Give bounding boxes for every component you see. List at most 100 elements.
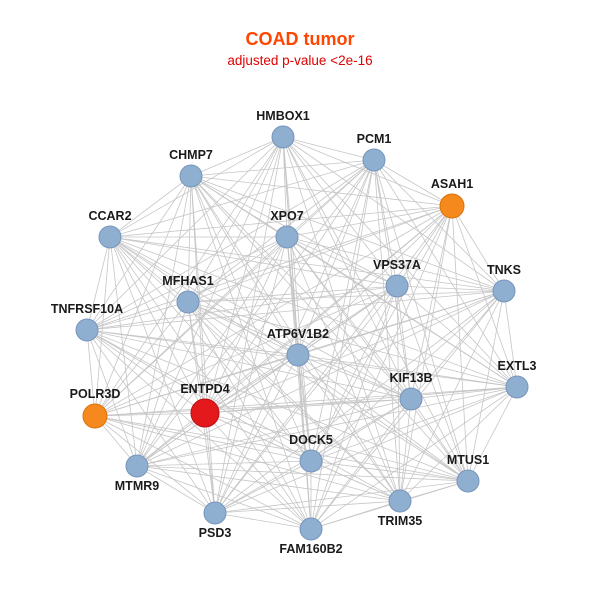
network-edge [204,354,299,414]
network-edge [286,236,518,388]
network-edge [86,329,299,356]
network-edge [373,159,401,502]
network-edge [109,236,312,530]
network-edge [86,329,401,502]
network-edge [204,412,469,482]
node-label: HMBOX1 [256,109,310,123]
network-edge [204,412,216,514]
node-label: MTMR9 [115,479,159,493]
network-node-trim35[interactable] [388,489,412,513]
network-edge [94,415,312,530]
network-edge [187,205,453,303]
network-edge [86,236,111,331]
network-edge [297,354,312,530]
network-edge [310,159,375,462]
network-node-psd3[interactable] [203,501,227,525]
labels-layer: HMBOX1 PCM1 ASAH1 CHMP7 XPO7 CCAR2 VPS37A TNKS M… [51,109,537,556]
network-edge [286,205,453,238]
network-edge [109,205,453,238]
network-edge [310,205,453,462]
network-edge [187,285,398,303]
network-node-chmp7[interactable] [179,164,203,188]
network-node-extl3[interactable] [505,375,529,399]
network-edge [94,398,412,417]
network-edge [214,236,288,514]
network-edge [467,290,505,482]
network-edge [297,354,401,502]
network-edge [86,329,96,417]
network-node-polr3d[interactable] [82,403,108,429]
network-edge [396,285,412,400]
network-edge [503,290,518,388]
network-edge [214,354,299,514]
network-edge [190,136,284,177]
network-edge [136,175,192,467]
node-label: TNKS [487,263,521,277]
network-edge [310,500,401,530]
node-label: DOCK5 [289,433,333,447]
network-edge [297,354,412,400]
network-edge [109,236,401,502]
network-node-tnfrsf10a[interactable] [75,318,99,342]
network-node-ccar2[interactable] [98,225,122,249]
network-edge [310,386,518,530]
network-edge [109,236,412,400]
network-edge [109,236,189,303]
network-node-hmbox1[interactable] [271,125,295,149]
network-node-mfhas1[interactable] [176,290,200,314]
network-edge [109,236,518,388]
node-label: VPS37A [373,258,421,272]
network-edge [310,460,401,502]
network-node-pcm1[interactable] [362,148,386,172]
network-node-tnks[interactable] [492,279,516,303]
network-node-asah1[interactable] [439,193,465,219]
network-edge [310,398,412,462]
network-edge [136,386,518,467]
network-edge [451,205,518,388]
network-edge [86,329,312,462]
network-edge [396,285,505,292]
network-edge [187,290,505,303]
node-label: MTUS1 [447,453,489,467]
network-edge [86,329,312,530]
network-edge [86,329,206,414]
network-node-fam160b2[interactable] [299,517,323,541]
network-edge [396,285,518,388]
network-edge [190,175,505,292]
network-edge [109,236,299,356]
node-label: ASAH1 [431,177,473,191]
network-node-mtmr9[interactable] [125,454,149,478]
network-edge [190,175,312,530]
network-node-vps37a[interactable] [385,274,409,298]
network-edge [282,136,312,462]
network-edge [94,175,192,417]
network-edge [214,460,312,514]
network-node-atp6v1b2[interactable] [286,343,310,367]
node-label: MFHAS1 [162,274,213,288]
network-node-mtus1[interactable] [456,469,480,493]
network-edge [86,290,505,331]
network-edge [187,301,299,356]
network-edge [94,415,469,482]
network-edge [136,465,216,514]
network-edge [190,175,469,482]
node-label: FAM160B2 [279,542,342,556]
network-edge [94,415,401,502]
node-label: EXTL3 [498,359,537,373]
network-node-xpo7[interactable] [275,225,299,249]
network-edge [94,236,111,417]
network-node-entpd4[interactable] [190,398,220,428]
node-label: CHMP7 [169,148,213,162]
network-edge [190,159,375,177]
network-edge [187,136,284,303]
network-edge [282,136,401,502]
node-label: TNFRSF10A [51,302,123,316]
network-edge [94,415,216,514]
network-node-dock5[interactable] [299,449,323,473]
network-edge [86,301,189,331]
network-edge [187,236,288,303]
network-edge [136,465,312,530]
network-node-kif13b[interactable] [399,387,423,411]
chart-title: COAD tumor [246,29,355,49]
node-label: XPO7 [270,209,303,223]
